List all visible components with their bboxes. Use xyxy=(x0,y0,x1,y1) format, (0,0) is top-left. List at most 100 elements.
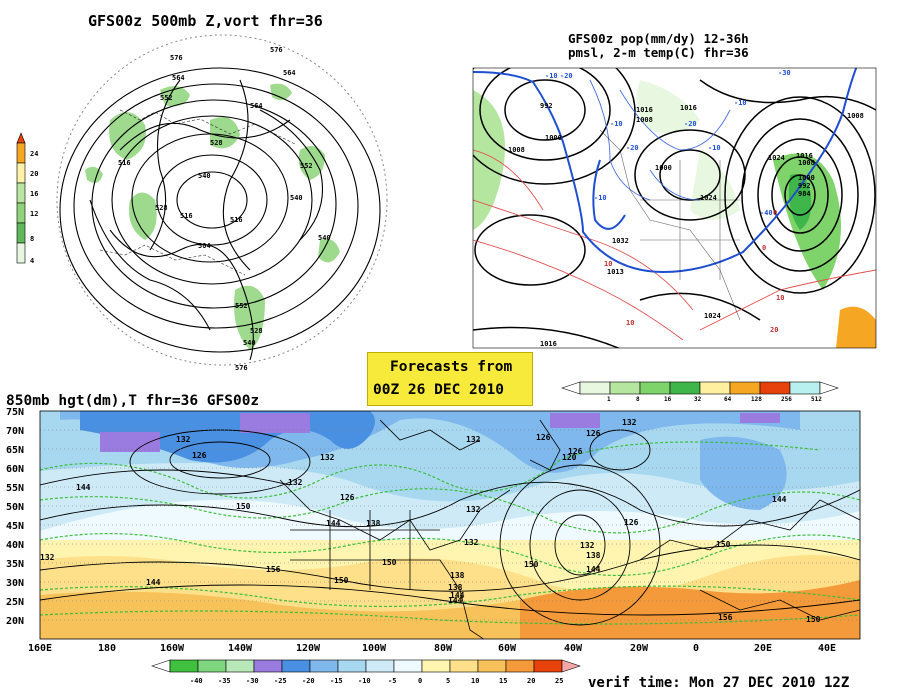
map-shape xyxy=(788,174,812,230)
map-label: -40 xyxy=(190,677,203,685)
map-label: 0 xyxy=(418,677,422,685)
coastlines-pmsl xyxy=(599,129,741,321)
map-shape xyxy=(757,138,843,252)
map-label: 10 xyxy=(604,260,612,268)
temp-freezing-line xyxy=(473,68,858,274)
map-label: 1016 xyxy=(540,340,557,348)
map-label: 576 xyxy=(170,54,183,62)
map-shape xyxy=(729,381,761,395)
map-shape xyxy=(365,659,395,673)
map-shape xyxy=(789,381,821,395)
map-label: 100W xyxy=(362,643,387,654)
map-label: -35 xyxy=(218,677,231,685)
map-label: 60N xyxy=(6,464,24,475)
map-label: 552 xyxy=(160,94,173,102)
map-label: 528 xyxy=(155,204,168,212)
map-label: 40W xyxy=(564,643,583,654)
map-label: 540 xyxy=(318,234,331,242)
map-label: 144 xyxy=(586,565,601,574)
map-label: 25 xyxy=(555,677,563,685)
map-label: 75N xyxy=(6,407,24,418)
map-label: 132 xyxy=(466,505,481,514)
map-shape xyxy=(16,182,26,204)
map-label: 552 xyxy=(300,162,313,170)
map-shape xyxy=(59,67,381,353)
map-shape xyxy=(529,419,561,471)
panel-500mb-title: GFS00z 500mb Z,vort fhr=36 xyxy=(88,12,323,30)
precip-shading xyxy=(473,80,876,348)
map-shape xyxy=(589,79,651,201)
map-shape xyxy=(40,585,860,608)
map-label: 992 xyxy=(798,182,811,190)
map-label: -10 xyxy=(610,120,623,128)
panel-850mb-title: 850mb hgt(dm),T fhr=36 GFS00z xyxy=(6,393,260,409)
panel-pmsl-title-line2: pmsl, 2-m temp(C) fhr=36 xyxy=(568,45,749,60)
map-label: 1024 xyxy=(700,194,717,202)
forecast-box-line2: 00Z 26 DEC 2010 xyxy=(373,382,504,398)
map-label: 180 xyxy=(98,643,116,654)
map-label: -10 xyxy=(734,99,747,107)
map-label: 1016 xyxy=(796,152,813,160)
map-shape xyxy=(253,659,283,673)
map-label: 150 xyxy=(806,615,821,624)
map-label: 25N xyxy=(6,597,24,608)
map-shape xyxy=(640,160,740,280)
map-label: 552 xyxy=(235,302,248,310)
map-shape xyxy=(151,659,171,673)
map-label: -40 xyxy=(760,209,773,217)
map-label: 1 xyxy=(607,396,611,403)
map-shape xyxy=(40,481,860,528)
map-shape xyxy=(592,159,626,230)
map-shape xyxy=(40,488,860,534)
map-label: 1008 xyxy=(636,116,653,124)
map-label: 70N xyxy=(6,426,24,437)
map-shape xyxy=(784,174,816,216)
map-shape xyxy=(561,659,581,673)
map-shape xyxy=(554,514,606,576)
map-label: 564 xyxy=(283,69,296,77)
map-label: 0 xyxy=(762,244,766,252)
map-label: 65N xyxy=(6,445,24,456)
map-shape xyxy=(609,381,641,395)
panel-500mb-map: 576 576 564 564 552 552 540 540 528 528 … xyxy=(16,34,388,372)
map-label: 1000 xyxy=(798,174,815,182)
map-shape xyxy=(439,559,485,639)
map-shape xyxy=(89,199,211,331)
precip-colorbar: 1 8 16 32 64 128 256 512 xyxy=(561,381,839,403)
map-shape xyxy=(690,150,740,220)
map-label: 35N xyxy=(6,559,24,570)
map-label: -20 xyxy=(626,144,639,152)
map-label: 576 xyxy=(235,364,248,372)
map-label: 30N xyxy=(6,578,24,589)
map-shape xyxy=(699,269,876,331)
map-label: 60W xyxy=(498,643,517,654)
map-shape xyxy=(16,242,26,264)
map-label: 528 xyxy=(250,327,263,335)
map-shape xyxy=(836,306,876,348)
longitude-labels: 160E 180 160W 140W 120W 100W 80W 60W 40W… xyxy=(28,643,836,654)
map-shape xyxy=(699,79,876,111)
map-label: 516 xyxy=(118,159,131,167)
map-label: 4 xyxy=(30,257,34,265)
map-label: -10 xyxy=(594,194,607,202)
map-label: 16 xyxy=(664,396,672,403)
map-shape xyxy=(40,441,821,499)
map-shape xyxy=(379,419,481,451)
panel-pmsl-map: 992 1008 1016 1000 1008 1016 1024 1008 1… xyxy=(472,67,877,403)
map-label: 126 xyxy=(624,518,639,527)
map-shape xyxy=(477,659,507,673)
map-shape xyxy=(16,142,26,164)
map-label: 1013 xyxy=(607,268,624,276)
polar-map-boundary xyxy=(56,34,388,366)
map-shape xyxy=(649,169,701,201)
map-label: 15 xyxy=(499,677,507,685)
map-shape xyxy=(533,659,563,673)
map-label: 80W xyxy=(434,643,453,654)
height-contours-850 xyxy=(40,429,860,626)
map-shape xyxy=(504,79,586,141)
map-shape xyxy=(474,214,586,286)
map-label: 1024 xyxy=(768,154,785,162)
map-label: -10 xyxy=(358,677,371,685)
map-shape xyxy=(129,192,157,240)
